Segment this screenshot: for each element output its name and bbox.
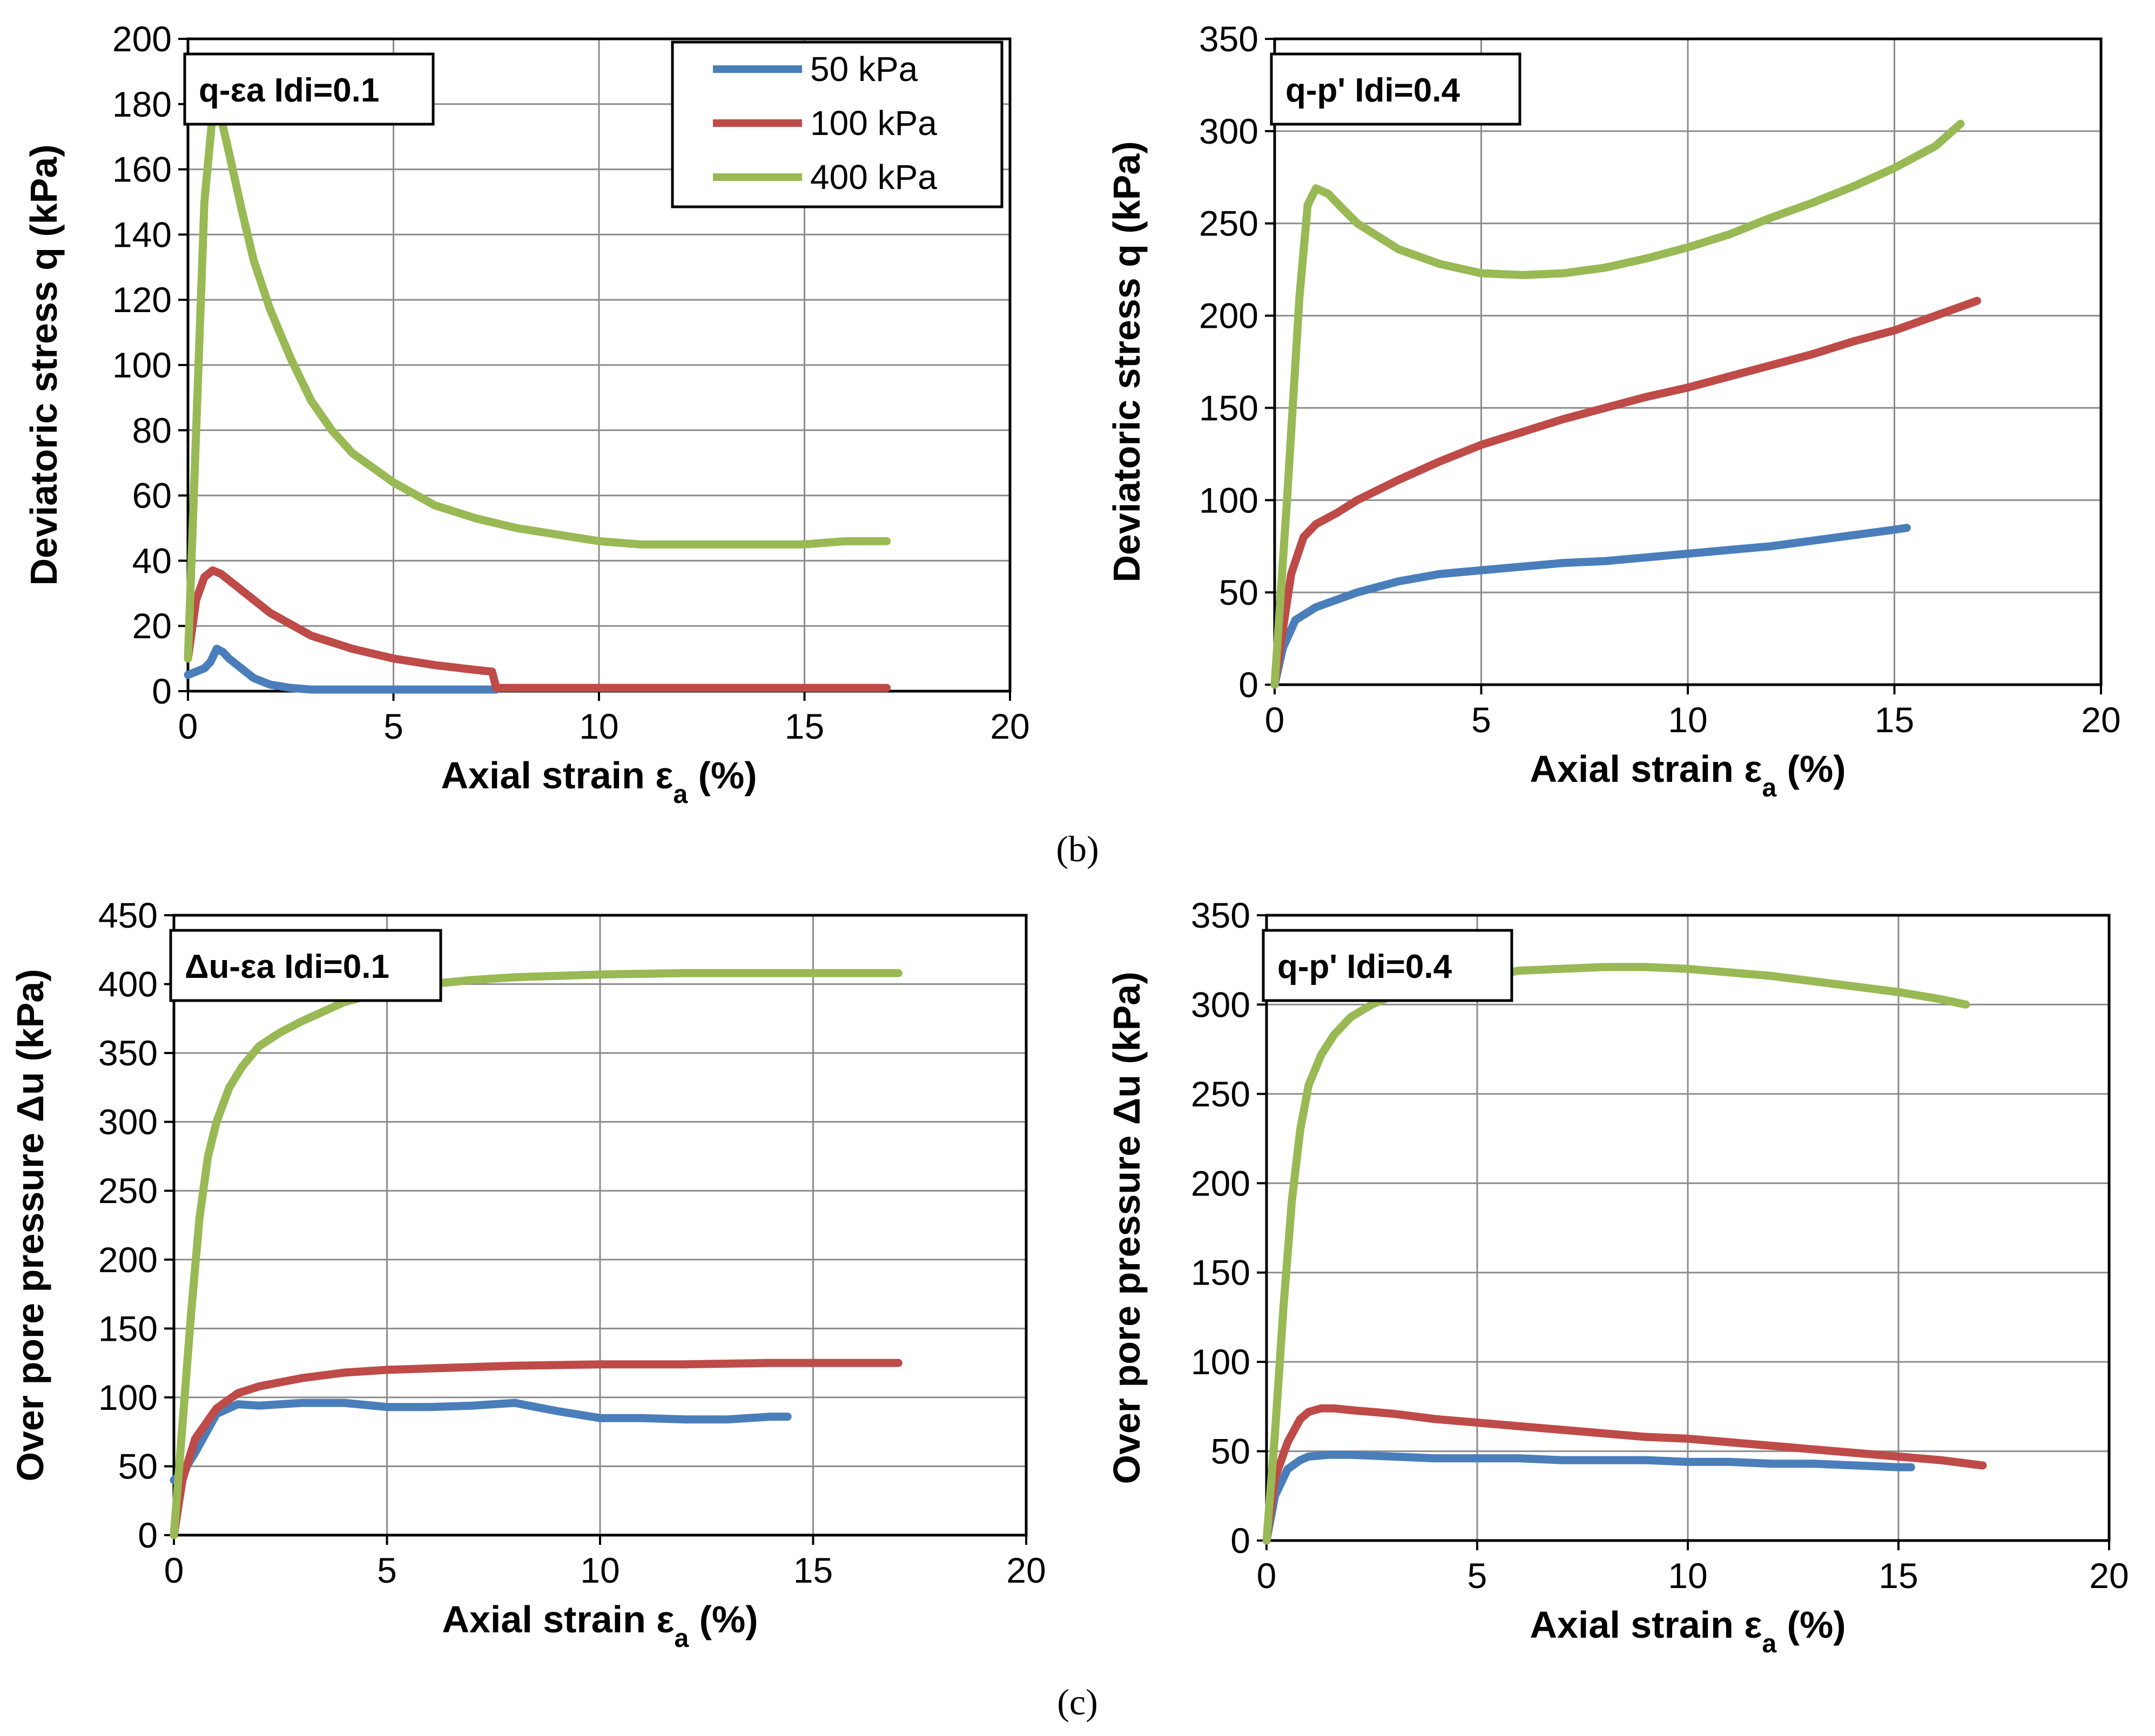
x-tick-label: 10	[580, 1550, 619, 1590]
y-tick-label: 100	[1199, 480, 1258, 520]
x-tick-label: 0	[178, 706, 198, 746]
series-line-100-kpa	[170, 1359, 903, 1539]
chart-panel-du-ea-idi-0.1: 0 5 10 15 20050100150200250300350400450Δu-εa…	[9, 895, 1046, 1653]
x-tick-label: 20	[2089, 1556, 2129, 1596]
series-line-50-kpa	[1270, 524, 1911, 689]
series-line-100-kpa	[1270, 296, 1981, 689]
series-line-100-kpa	[184, 566, 891, 692]
plot-frame	[172, 914, 1028, 1537]
panel-label-box	[1270, 52, 1521, 126]
x-tick-label: 0	[1257, 1556, 1277, 1596]
y-tick-label: 100	[112, 345, 172, 385]
y-tick-label: 250	[98, 1171, 158, 1211]
y-tick-label: 450	[98, 895, 158, 935]
y-tick-label: 140	[112, 214, 172, 254]
y-tick-label: 50	[1219, 572, 1258, 612]
y-tick-label: 40	[132, 541, 172, 580]
x-axis-title: Axial strain εa (%)	[1530, 748, 1846, 802]
series-line-100-kpa	[1262, 1404, 1987, 1545]
y-tick-label: 150	[1191, 1253, 1250, 1293]
panel-label-box	[169, 929, 442, 1002]
series-line-400-kpa	[170, 969, 903, 1539]
caption-b: (b)	[1056, 828, 1099, 869]
y-tick-label: 300	[1199, 111, 1258, 151]
y-axis-title: Deviatoric stress q (kPa)	[1106, 141, 1148, 582]
x-tick-label: 20	[990, 706, 1029, 746]
x-axis-title: Axial strain εa (%)	[1530, 1604, 1846, 1658]
y-tick-label: 250	[1191, 1074, 1250, 1114]
y-tick-label: 200	[98, 1240, 158, 1280]
y-tick-label: 180	[112, 84, 172, 124]
y-tick-label: 300	[1191, 984, 1250, 1024]
y-axis-title: Over pore pressure Δu (kPa)	[9, 969, 51, 1482]
series-line-50-kpa	[1262, 1450, 1915, 1545]
y-tick-label: 0	[152, 671, 172, 711]
x-tick-label: 15	[785, 706, 824, 746]
y-tick-label: 100	[98, 1377, 158, 1417]
panel-label: Δu-εa Idi=0.1	[185, 948, 389, 985]
x-tick-label: 0	[1265, 700, 1285, 740]
y-tick-label: 120	[112, 280, 172, 320]
y-tick-label: 400	[98, 964, 158, 1004]
x-tick-label: 5	[377, 1550, 397, 1590]
panel-label-box	[183, 52, 435, 126]
y-tick-label: 20	[132, 606, 172, 646]
x-tick-label: 20	[2081, 700, 2120, 740]
legend-label-50kpa: 50 kPa	[810, 50, 918, 89]
panel-label-box	[1262, 929, 1513, 1002]
panel-label: q-εa Idi=0.1	[199, 72, 379, 109]
panel-label: q-p' Idi=0.4	[1285, 72, 1460, 109]
x-tick-label: 5	[383, 706, 403, 746]
x-tick-label: 0	[164, 1550, 184, 1590]
x-tick-label: 20	[1006, 1550, 1046, 1590]
y-tick-label: 160	[112, 150, 172, 190]
y-tick-label: 350	[98, 1033, 158, 1073]
caption-c: (c)	[1057, 1681, 1097, 1723]
legend-label-400kpa: 400 kPa	[810, 158, 937, 197]
series-line-50-kpa	[184, 645, 501, 694]
plot-frame	[1265, 914, 2111, 1542]
y-tick-label: 350	[1191, 895, 1250, 935]
y-tick-label: 150	[1199, 388, 1258, 428]
y-tick-label: 80	[132, 410, 172, 450]
y-tick-label: 100	[1191, 1342, 1250, 1382]
series-line-400-kpa	[1270, 119, 1965, 689]
y-tick-label: 0	[138, 1515, 158, 1555]
y-tick-label: 60	[132, 476, 172, 516]
panel-label: q-p' Idi=0.4	[1277, 948, 1452, 985]
x-tick-label: 10	[579, 706, 618, 746]
plot-frame	[1273, 37, 2103, 686]
x-tick-label: 15	[1875, 700, 1914, 740]
y-tick-label: 150	[98, 1308, 158, 1348]
y-tick-label: 300	[98, 1102, 158, 1142]
x-tick-label: 15	[1878, 1556, 1918, 1596]
x-axis-title: Axial strain εa (%)	[441, 754, 757, 809]
y-axis-title: Over pore pressure Δu (kPa)	[1106, 972, 1148, 1484]
y-tick-label: 200	[112, 19, 172, 59]
y-tick-label: 50	[118, 1446, 158, 1486]
y-axis-title: Deviatoric stress q (kPa)	[23, 144, 65, 585]
y-tick-label: 250	[1199, 204, 1258, 244]
legend-label-100kpa: 100 kPa	[810, 104, 937, 143]
y-tick-label: 0	[1238, 665, 1258, 705]
y-tick-label: 50	[1211, 1431, 1250, 1471]
x-tick-label: 10	[1668, 700, 1707, 740]
x-tick-label: 15	[793, 1550, 833, 1590]
x-tick-label: 10	[1668, 1556, 1707, 1596]
x-tick-label: 5	[1471, 700, 1491, 740]
legend: 50 kPa 100 kPa 400 kPa	[671, 40, 1004, 208]
y-tick-label: 0	[1230, 1521, 1250, 1561]
x-axis-title: Axial strain εa (%)	[442, 1598, 758, 1653]
x-tick-label: 5	[1467, 1556, 1487, 1596]
y-tick-label: 350	[1199, 19, 1258, 59]
y-tick-label: 200	[1191, 1163, 1250, 1203]
y-tick-label: 200	[1199, 296, 1258, 336]
